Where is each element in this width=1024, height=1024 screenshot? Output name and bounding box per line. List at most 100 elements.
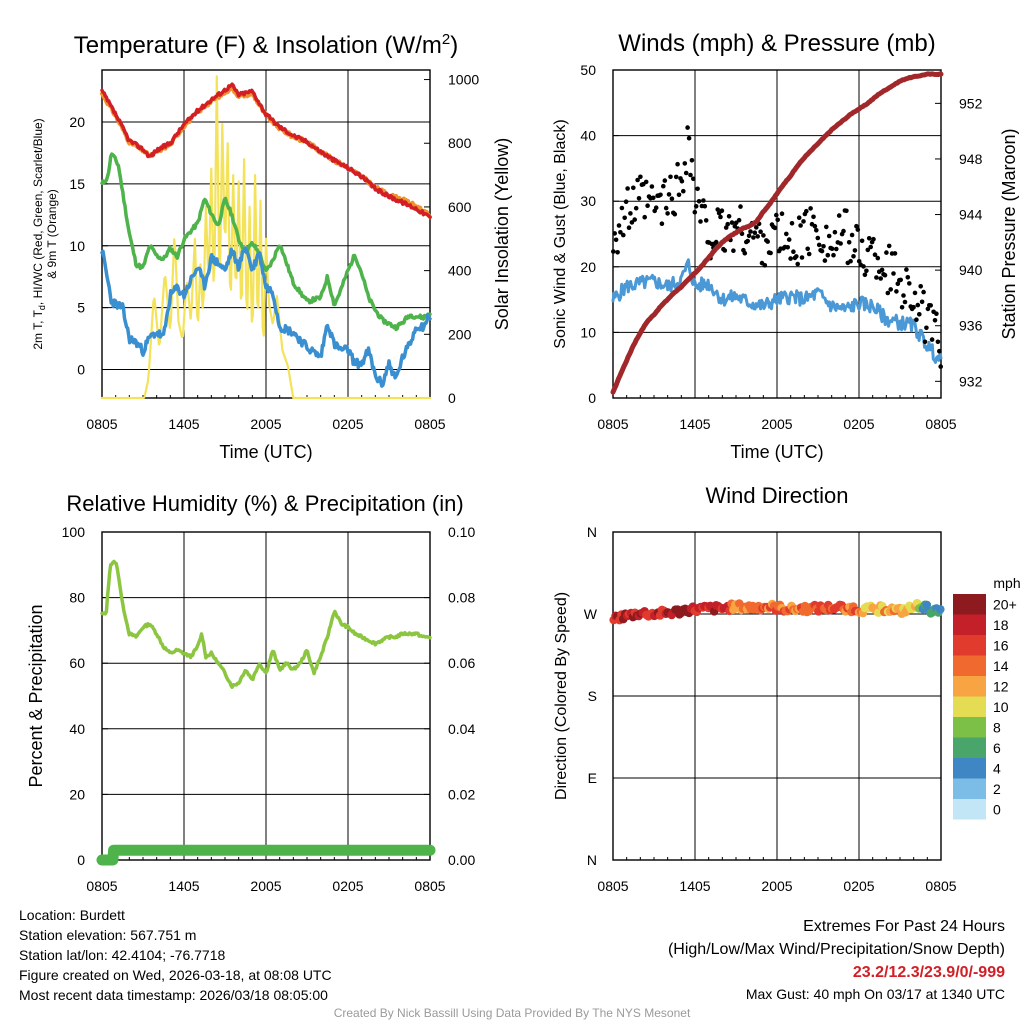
gust-point (746, 233, 752, 239)
gust-point (618, 230, 623, 235)
temp-y2-tick-label: 0 (448, 390, 456, 406)
wdir-x-tick-label: 1405 (679, 878, 710, 894)
temp-y-tick-label: 10 (69, 238, 85, 254)
gust-point (788, 256, 793, 261)
gust-point (779, 211, 785, 216)
gust-point (921, 289, 926, 295)
wind-y2-tick-label: 936 (959, 318, 983, 334)
rh-y-tick-label: 80 (69, 590, 85, 606)
rh-chart-title: Relative Humidity (%) & Precipitation (i… (66, 491, 463, 516)
gust-point (917, 312, 922, 317)
gust-point (713, 239, 719, 245)
gust-point (669, 196, 675, 201)
temp-y-tick-label: 15 (69, 176, 85, 192)
gust-point (884, 250, 889, 255)
gust-point (626, 225, 632, 230)
gust-point (663, 205, 669, 211)
wind-y2-tick-label: 948 (959, 151, 983, 167)
wind-y-tick-label: 0 (588, 390, 596, 406)
rh-y-tick-label: 100 (62, 524, 86, 540)
gust-point (862, 272, 868, 278)
gust-point (804, 208, 809, 214)
gust-point (794, 254, 799, 259)
gust-point (841, 228, 846, 234)
rh-x-tick-label: 2005 (250, 878, 281, 894)
wdir-y-tick-label: S (588, 688, 597, 704)
colorbar-swatch (953, 614, 986, 635)
colorbar-swatch (953, 799, 986, 820)
wind-x-tick-label: 1405 (679, 416, 710, 432)
gust-point (929, 337, 935, 342)
gust-point (882, 272, 888, 278)
gust-point (703, 218, 709, 223)
wind-y-tick-label: 10 (580, 324, 596, 340)
gust-point (851, 253, 856, 259)
temp-chart-title: Temperature (F) & Insolation (W/m2) (74, 31, 458, 59)
temp-y2-tick-label: 400 (448, 263, 472, 279)
gust-point (636, 196, 642, 201)
gust-point (719, 208, 725, 213)
gust-point (661, 183, 666, 189)
wdir-x-tick-label: 0805 (925, 878, 956, 894)
gust-point (838, 241, 843, 246)
gust-point (819, 248, 825, 254)
temp-x-tick-label: 1405 (168, 416, 199, 432)
gust-point (692, 209, 698, 215)
gust-point (682, 161, 688, 166)
wind-y2-tick-label: 952 (959, 95, 983, 111)
gust-point (762, 263, 768, 268)
gust-point (638, 174, 643, 180)
gust-point (683, 170, 689, 176)
gust-point (738, 204, 743, 209)
gust-point (865, 247, 871, 253)
station-location: Location: Burdett (19, 907, 125, 923)
gust-point (937, 348, 942, 354)
rh-y-tick-label: 20 (69, 786, 85, 802)
gust-point (806, 251, 812, 257)
gust-point (925, 306, 931, 312)
gust-point (765, 239, 770, 244)
rh-y-tick-label: 0 (77, 852, 85, 868)
rh-y2-tick-label: 0.04 (448, 721, 475, 737)
gust-point (798, 223, 803, 228)
wind-y-tick-label: 20 (580, 259, 596, 275)
gust-point (888, 287, 893, 292)
wind-y-tick-label: 30 (580, 193, 596, 209)
insolation-line (100, 75, 432, 400)
gust-point (829, 246, 835, 251)
gust-point (815, 235, 821, 241)
wind-y2-tick-label: 944 (959, 207, 983, 223)
gust-point (643, 179, 649, 185)
gust-point (816, 242, 822, 248)
gust-point (615, 250, 620, 255)
gust-point (665, 211, 670, 216)
gust-point (676, 192, 682, 198)
station-elevation: Station elevation: 567.751 m (19, 927, 197, 943)
gust-point (742, 250, 748, 256)
gust-point (726, 214, 732, 219)
colorbar-swatch (953, 737, 986, 758)
gust-point (922, 339, 928, 345)
gust-point (613, 237, 619, 243)
gust-point (731, 248, 736, 253)
gust-point (902, 299, 908, 305)
gust-point (662, 178, 668, 183)
gust-point (791, 249, 796, 254)
gust-point (729, 220, 735, 225)
heat-index-line (100, 152, 432, 332)
gust-point (846, 240, 852, 245)
gust-point (861, 264, 866, 269)
gust-point (688, 172, 693, 178)
wind-x-axis-title: Time (UTC) (730, 442, 823, 462)
wdir-left-axis-title: Direction (Colored By Speed) (553, 592, 570, 800)
gust-point (871, 236, 876, 242)
gust-point (898, 277, 903, 283)
gust-point (892, 251, 898, 256)
temp-x-tick-label: 0805 (414, 416, 445, 432)
gust-point (895, 281, 901, 287)
gust-point (875, 255, 881, 261)
precip-line (96, 844, 436, 866)
gust-point (695, 186, 700, 192)
wdir-y-tick-label: W (584, 606, 598, 622)
gust-point (659, 221, 665, 226)
